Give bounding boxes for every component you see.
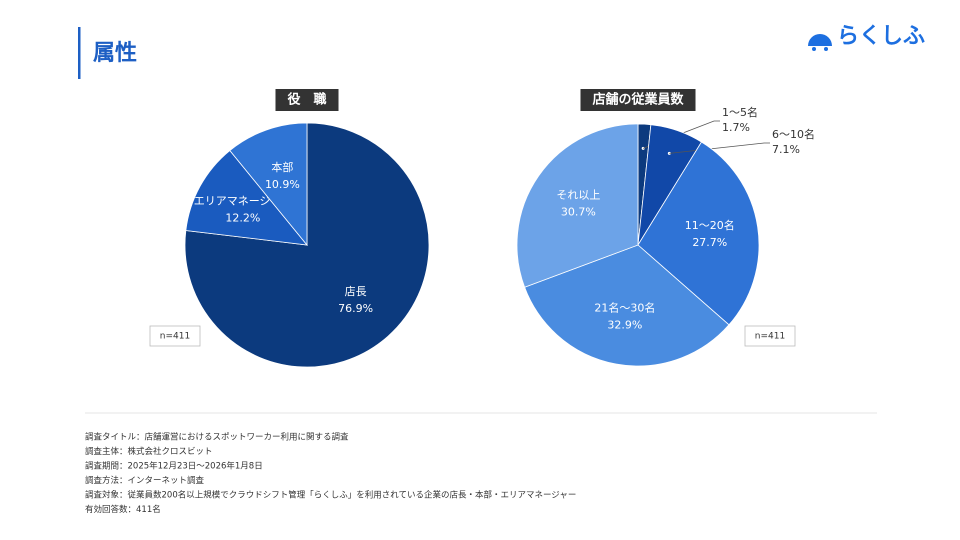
- value-label: 10.9%: [265, 178, 300, 191]
- note: n=411: [160, 332, 190, 342]
- value-label: 27.7%: [692, 236, 727, 249]
- pie-slice: [229, 122, 308, 247]
- chart-title: 役 職: [287, 92, 326, 108]
- slice-label: それ以上: [556, 189, 600, 202]
- footer-line: 調査タイトル：店舗運営におけるスポットワーカー利用に関する調査: [85, 432, 349, 443]
- logo: らくしふ: [808, 24, 925, 51]
- pie-slice: [637, 141, 760, 326]
- note-box: [744, 325, 796, 347]
- value-label: 1.7%: [722, 121, 750, 134]
- slice-label: 1〜5名: [722, 105, 758, 119]
- slice-label: エリアマネージャー: [194, 195, 292, 208]
- pie-slice: [516, 123, 639, 288]
- footer-line: 有効回答数：411名: [85, 504, 161, 515]
- title-bar: [78, 27, 81, 79]
- value-label: 12.2%: [225, 212, 260, 225]
- slice-label: 店長: [345, 284, 367, 298]
- value-label: 30.7%: [561, 206, 596, 219]
- footer-line: 調査対象：従業員数200名以上規模でクラウドシフト管理「らくしふ」を利用されてい…: [85, 490, 576, 501]
- chart-title: 店舗の従業員数: [592, 92, 684, 108]
- slice-label: 11〜20名: [685, 218, 735, 232]
- value-label: 7.1%: [772, 143, 800, 156]
- logo-icon: [808, 34, 832, 46]
- logo-icon: [812, 47, 816, 51]
- chart-title-box: [275, 89, 339, 111]
- value-label: 76.9%: [338, 302, 373, 315]
- footer-line: 調査主体：株式会社クロスビット: [85, 446, 213, 457]
- logo-text: らくしふ: [837, 24, 925, 49]
- footer-line: 調査期間：2025年12月23日〜2026年1月8日: [85, 461, 263, 472]
- slice-label: 本部: [271, 160, 293, 174]
- slice-label: 21名〜30名: [594, 300, 655, 314]
- value-label: 32.9%: [607, 318, 642, 331]
- logo-icon: [824, 47, 828, 51]
- note-box: [149, 325, 201, 347]
- chart-title-box: [580, 89, 696, 111]
- slice-label: 6〜10名: [772, 127, 815, 141]
- note: n=411: [755, 332, 785, 342]
- footer-line: 調査方法：インターネット調査: [85, 475, 205, 486]
- pie-slice: [524, 244, 730, 367]
- pie-slice: [185, 149, 308, 246]
- page-title: 属性: [93, 41, 137, 66]
